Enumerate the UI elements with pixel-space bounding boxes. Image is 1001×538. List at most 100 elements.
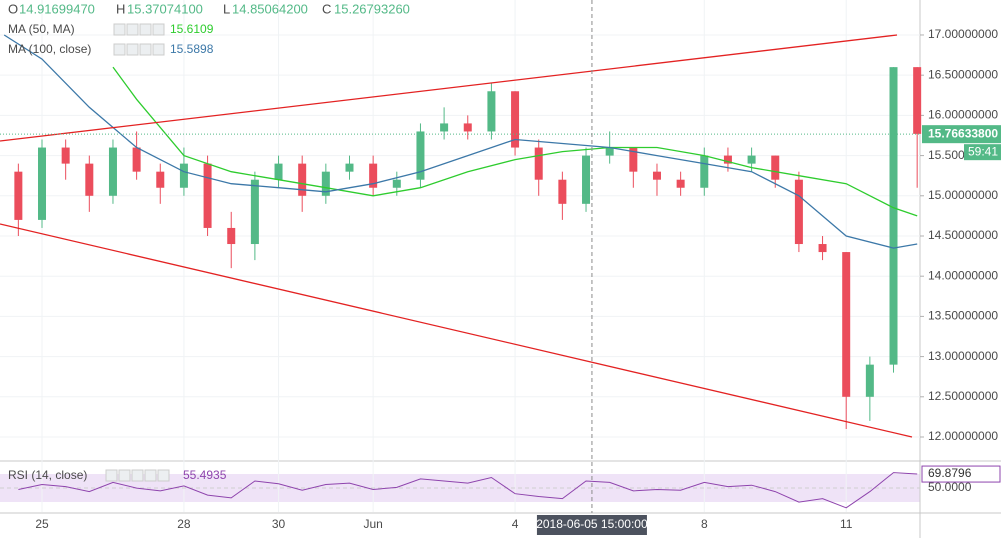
candle-body [676, 179, 685, 188]
trend-line [0, 223, 913, 438]
legend-icon[interactable] [118, 469, 131, 482]
x-tick-label: Jun [363, 517, 382, 531]
candle-body [321, 171, 330, 196]
candle-body [61, 147, 70, 164]
candle-body [511, 91, 520, 148]
rsi-tick-label: 50.0000 [928, 480, 972, 494]
candle-body [227, 227, 236, 245]
legend-name: MA (100, close) [8, 42, 91, 56]
legend: O 14.91699470 H 15.37074100 L 14.8506420… [8, 1, 410, 482]
x-tick-label: 28 [177, 517, 191, 531]
ohlc-value: 14.85064200 [232, 1, 308, 16]
candle-body [700, 155, 709, 188]
y-tick-label: 16.00000000 [928, 108, 998, 122]
candle-body [913, 67, 922, 134]
candle-body [132, 147, 141, 172]
legend-icon[interactable] [126, 43, 139, 56]
legend-icon[interactable] [139, 43, 152, 56]
rsi-name: RSI (14, close) [8, 468, 87, 482]
crosshair-label-box [536, 515, 647, 535]
legend-icon[interactable] [157, 469, 170, 482]
y-tick-label: 14.50000000 [928, 228, 998, 242]
countdown-box [964, 144, 1001, 161]
y-tick-label: 13.00000000 [928, 349, 998, 363]
candle-body [723, 155, 732, 164]
y-tick-label: 13.50000000 [928, 309, 998, 323]
legend-icon[interactable] [105, 469, 118, 482]
y-tick-label: 14.00000000 [928, 268, 998, 282]
legend-value: 15.5898 [170, 42, 214, 56]
x-tick-label: 8 [701, 517, 708, 531]
candle-body [14, 171, 23, 220]
legend-icon[interactable] [144, 469, 157, 482]
legend-value: 15.6109 [170, 22, 214, 36]
ohlc-letter: C [322, 1, 331, 16]
y-tick-label: 15.00000000 [928, 188, 998, 202]
plot [3, 34, 922, 509]
candle-body [865, 364, 874, 397]
legend-icon[interactable] [139, 23, 152, 36]
x-tick-label: 4 [512, 517, 519, 531]
candle-body [771, 155, 780, 180]
ohlc-value: 15.26793260 [334, 1, 410, 16]
y-tick-label: 12.50000000 [928, 389, 998, 403]
candle-body [345, 163, 354, 172]
legend-icon[interactable] [152, 43, 165, 56]
candle-body [85, 163, 94, 196]
candle-body [582, 155, 591, 204]
x-tick-label: 11 [840, 517, 853, 531]
candle-body [38, 147, 47, 220]
rsi-last-label: 69.8796 [928, 466, 972, 480]
candle-body [558, 179, 567, 204]
ohlc-value: 14.91699470 [19, 1, 95, 16]
candle-body [629, 147, 638, 172]
countdown-label: 59:41 [968, 144, 998, 158]
candle-body [298, 163, 307, 196]
legend-icon[interactable] [113, 23, 126, 36]
candle-body [274, 163, 283, 180]
x-tick-label: 30 [272, 517, 286, 531]
x-tick-label: 25 [35, 517, 49, 531]
ohlc-letter: O [8, 1, 18, 16]
candle-body [108, 147, 117, 196]
moving-average-line [3, 34, 918, 249]
candle-body [818, 244, 827, 253]
y-tick-label: 12.00000000 [928, 429, 998, 443]
last-price-box [922, 125, 1001, 144]
rsi-last-box [921, 465, 1001, 483]
candle-body [369, 163, 378, 188]
last-price-label: 15.76633800 [928, 126, 998, 140]
y-tick-label: 16.50000000 [928, 67, 998, 81]
y-tick-label: 17.00000000 [928, 27, 998, 41]
legend-icon[interactable] [113, 43, 126, 56]
ohlc-letter: H [116, 1, 125, 16]
candle-body [463, 123, 472, 132]
candle-body [652, 171, 661, 180]
candle-body [534, 147, 543, 180]
ohlc-value: 15.37074100 [127, 1, 203, 16]
candle-body [842, 252, 851, 397]
legend-icon[interactable] [126, 23, 139, 36]
candle-body [747, 155, 756, 164]
rsi-line [18, 472, 918, 509]
candle-body [156, 171, 165, 188]
legend-icon[interactable] [131, 469, 144, 482]
legend-icon[interactable] [152, 23, 165, 36]
crosshair-label: 2018-06-05 15:00:00 [536, 517, 648, 531]
candle-body [203, 163, 212, 228]
candle-body [392, 179, 401, 188]
candle-body [487, 91, 496, 132]
candle-body [416, 131, 425, 180]
rsi-value: 55.4935 [183, 468, 227, 482]
ohlc-letter: L [223, 1, 230, 16]
candle-body [889, 67, 898, 365]
moving-average-line [112, 66, 918, 217]
candle-body [605, 147, 614, 156]
trend-line [0, 34, 898, 142]
candle-body [794, 179, 803, 245]
legend-name: MA (50, MA) [8, 22, 75, 36]
candle-body [179, 163, 188, 188]
